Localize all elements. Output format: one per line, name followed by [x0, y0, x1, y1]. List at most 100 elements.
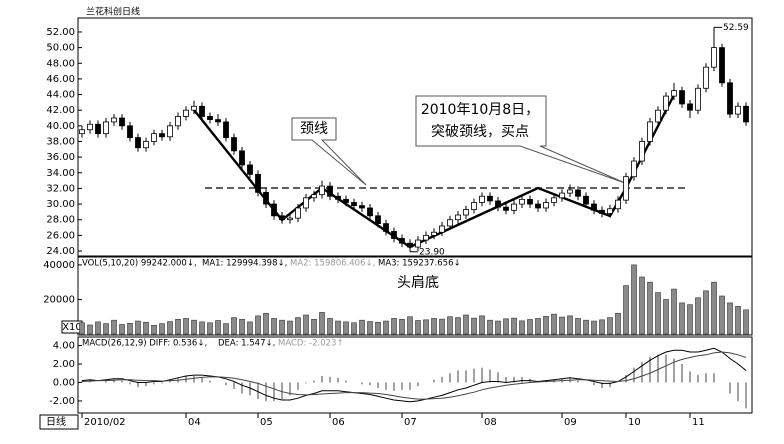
volume-bar [311, 319, 317, 335]
candle-body [343, 198, 349, 203]
volume-bar [159, 323, 165, 335]
volume-bar [399, 319, 405, 335]
volume-bar [583, 319, 589, 335]
candle-body [415, 239, 421, 248]
candle-body [351, 202, 357, 207]
breakout-callout [415, 95, 626, 184]
x-tick-label: 07 [404, 417, 417, 428]
candle-body [727, 82, 733, 115]
volume-bar [447, 316, 453, 335]
volume-bar [711, 281, 717, 335]
candle-body [495, 200, 501, 208]
candle-body [359, 205, 365, 209]
candle-body [719, 47, 725, 84]
neckline-label: 颈线 [300, 121, 328, 137]
candle-body [575, 189, 581, 197]
candle-body [199, 105, 205, 117]
x-tick-label: 04 [188, 417, 201, 428]
volume-bar [255, 315, 261, 335]
volume-bar [343, 321, 349, 335]
candle-body [599, 209, 605, 214]
volume-bar [223, 323, 229, 335]
volume-bar [87, 324, 93, 335]
volume-bar [151, 325, 157, 335]
volume-bar [735, 306, 741, 335]
candle-body [447, 219, 453, 227]
candle-body [591, 203, 597, 211]
candle-body [463, 209, 469, 216]
volume-bar [271, 318, 277, 335]
volume-bar [119, 324, 125, 335]
candle-body [527, 198, 533, 205]
volume-bar [319, 312, 325, 335]
unit-label: X10 [62, 322, 82, 333]
y-tick-label: 2.00 [53, 359, 75, 370]
volume-bar [727, 302, 733, 335]
volume-bar [327, 318, 333, 335]
macd-line [81, 347, 747, 403]
volume-bar [103, 323, 109, 335]
volume-bar [631, 264, 637, 335]
volume-bar [599, 319, 605, 335]
x-tick-label: 2010/02 [84, 417, 126, 428]
volume-bar [135, 320, 141, 335]
candle-body [159, 133, 165, 138]
y-tick-label: 26.00 [46, 230, 75, 241]
volume-bar [535, 318, 541, 335]
volume-bar [695, 297, 701, 335]
candle-body [743, 105, 749, 123]
volume-bar [303, 314, 309, 335]
volume-bar [503, 318, 509, 335]
candle-body [487, 195, 493, 202]
candle-body [711, 47, 717, 68]
volume-panel [77, 256, 753, 336]
x-tick-label: 11 [692, 417, 705, 428]
candle-body [167, 125, 173, 138]
volume-bar [471, 317, 477, 335]
candle-body [319, 185, 325, 196]
volume-bar [431, 318, 437, 335]
price-panel [77, 17, 753, 257]
volume-bar [335, 320, 341, 335]
volume-bar [463, 314, 469, 335]
candle-body [655, 109, 661, 123]
volume-bar [559, 316, 565, 335]
volume-bar [127, 322, 133, 335]
y-tick-label: 28.00 [46, 215, 75, 226]
volume-bar [383, 320, 389, 335]
volume-bar [423, 319, 429, 335]
volume-bar [663, 299, 669, 335]
candle-body [223, 121, 229, 138]
volume-bar [295, 317, 301, 335]
volume-bar [479, 315, 485, 335]
candle-body [631, 160, 637, 178]
y-tick-label: 0.00 [53, 377, 75, 388]
candle-body [247, 164, 253, 175]
y-tick-label: 50.00 [46, 43, 75, 54]
low-label: 23.90 [419, 247, 445, 257]
volume-bar [263, 312, 269, 335]
candle-body [79, 129, 85, 135]
y-tick-label: 34.00 [46, 168, 75, 179]
volume-bar [215, 320, 221, 335]
y-tick-label: 30.00 [46, 199, 75, 210]
macd-header: MACD(26,12,9) DIFF: 0.536↓, [82, 339, 207, 349]
volume-bar [239, 319, 245, 335]
candle-body [511, 203, 517, 211]
y-tick-label: 40.00 [46, 121, 75, 132]
volume-bar [647, 281, 653, 335]
volume-bar [615, 312, 621, 335]
candle-body [191, 105, 197, 111]
callout-line: 2010年10月8日， [421, 102, 539, 118]
volume-bar [375, 321, 381, 335]
volume-bar [279, 319, 285, 335]
candle-body [367, 207, 373, 217]
candle-body [623, 176, 629, 201]
candle-body [735, 105, 741, 115]
volume-header: MA2: 159806.406↓, [290, 259, 375, 269]
volume-bar [351, 322, 357, 335]
y-tick-label: 52.00 [46, 27, 75, 38]
volume-header: MA1: 129994.398↓, [202, 259, 287, 269]
volume-bar [95, 321, 101, 335]
